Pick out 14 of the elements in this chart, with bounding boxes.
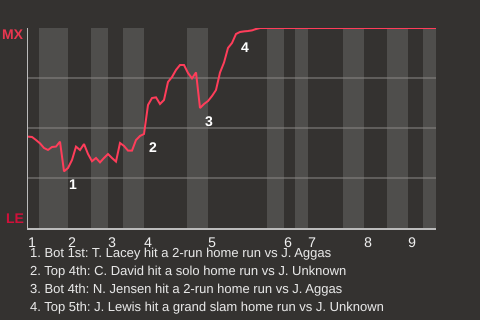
- x-tick-label: 8: [364, 234, 372, 250]
- text: LE: [6, 210, 24, 226]
- text: 2. Top 4th: C. David hit a solo home run vs J. Unknown: [30, 263, 346, 278]
- text: 4. Top 5th: J. Lewis hit a grand slam home run vs J. Unknown: [30, 299, 384, 314]
- x-tick-label: 9: [408, 234, 416, 250]
- x-tick-label: 7: [308, 234, 316, 250]
- text: MX: [2, 26, 24, 42]
- annotation: 3: [205, 113, 213, 129]
- annotation: 2: [149, 139, 157, 155]
- x-tick-label: 3: [108, 234, 116, 250]
- x-tick-label: 5: [208, 234, 216, 250]
- annotation: 1: [69, 176, 77, 192]
- annotation: 4: [241, 39, 249, 55]
- text: 3. Bot 4th: N. Jensen hit a 2-run home run vs J. Aggas: [30, 281, 343, 296]
